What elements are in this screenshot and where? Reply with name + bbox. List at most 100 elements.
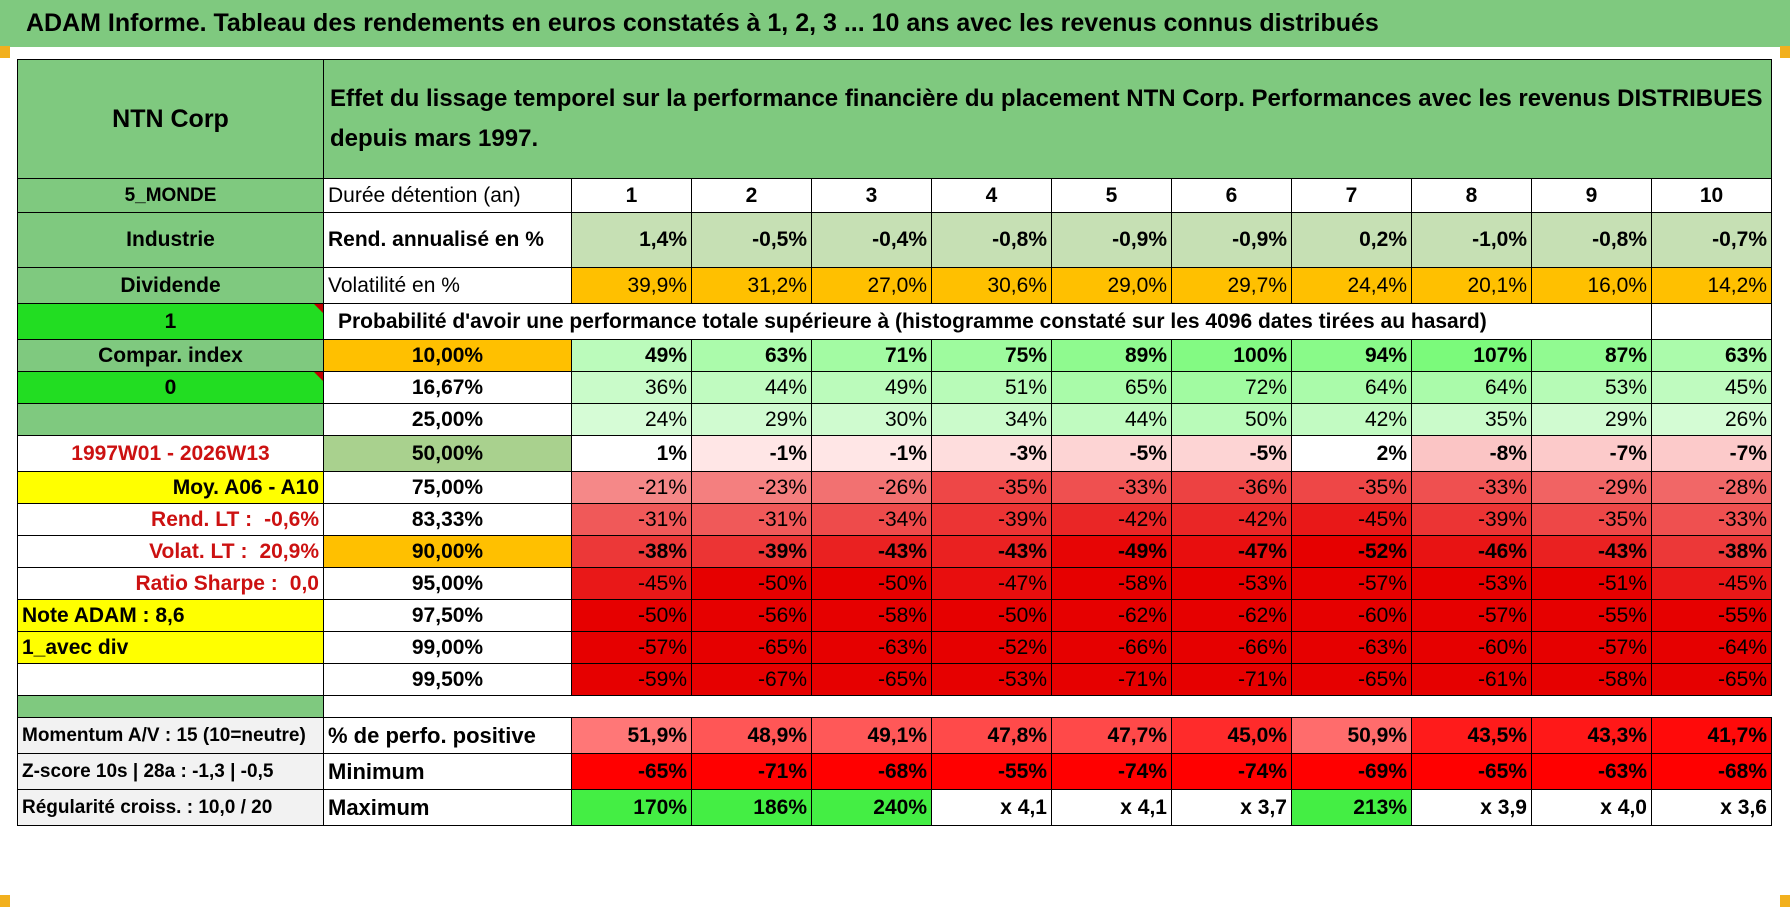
percentile-cell: 72% [1171, 371, 1292, 404]
percentile-cell: 1% [571, 435, 692, 472]
flag-one-cell[interactable]: 1 [17, 303, 324, 340]
percentile-label: 75,00% [323, 471, 572, 504]
percentile-cell: -31% [691, 503, 812, 536]
percentile-label: 16,67% [323, 371, 572, 404]
percentile-cell: -36% [1171, 471, 1292, 504]
sharpe-label-value: 0,0 [289, 571, 319, 595]
percentile-cell: -57% [571, 631, 692, 664]
percentile-cell: -47% [1171, 535, 1292, 568]
min-cell: -74% [1051, 753, 1172, 790]
percentile-cell: -71% [1171, 663, 1292, 696]
percentile-cell: 49% [571, 339, 692, 372]
percentile-cell: 36% [571, 371, 692, 404]
percentile-cell: -33% [1411, 471, 1532, 504]
percentile-cell: -50% [691, 567, 812, 600]
rend-cell: -0,8% [1531, 212, 1652, 268]
percentile-cell: 64% [1291, 371, 1412, 404]
volat-lt-label: Volat. LT : 20,9% [17, 535, 324, 568]
vol-cell: 14,2% [1651, 267, 1772, 304]
note-adam-label: Note ADAM : 8,6 [17, 599, 324, 632]
max-cell: 186% [691, 789, 812, 826]
percentile-cell: -42% [1051, 503, 1172, 536]
percentile-cell: -50% [571, 599, 692, 632]
pos-cell: 50,9% [1291, 717, 1412, 754]
percentile-label: 50,00% [323, 435, 572, 472]
vol-cell: 27,0% [811, 267, 932, 304]
mode-label: 1_avec div [17, 631, 324, 664]
percentile-cell: -55% [1531, 599, 1652, 632]
percentile-cell: -21% [571, 471, 692, 504]
percentile-cell: 44% [691, 371, 812, 404]
percentile-cell: -52% [931, 631, 1052, 664]
percentile-cell: -28% [1651, 471, 1772, 504]
max-cell: 240% [811, 789, 932, 826]
percentile-cell: -35% [1291, 471, 1412, 504]
percentile-cell: -50% [931, 599, 1052, 632]
percentile-cell: -7% [1651, 435, 1772, 472]
percentile-cell: 45% [1651, 371, 1772, 404]
rend-cell: -0,9% [1051, 212, 1172, 268]
pos-left-label: Momentum A/V : 15 (10=neutre) [17, 717, 324, 754]
percentile-cell: -1% [691, 435, 812, 472]
max-cell: x 4,0 [1531, 789, 1652, 826]
min-cell: -68% [1651, 753, 1772, 790]
percentile-cell: -50% [811, 567, 932, 600]
percentile-cell: 30% [811, 403, 932, 436]
rend-label: Rend. annualisé en % [323, 212, 572, 268]
percentile-cell: 35% [1411, 403, 1532, 436]
percentile-cell: -62% [1051, 599, 1172, 632]
percentile-cell: -1% [811, 435, 932, 472]
percentile-cell: 75% [931, 339, 1052, 372]
percentile-cell: -43% [811, 535, 932, 568]
performance-table: NTN Corp Effet du lissage temporel sur l… [17, 59, 1772, 826]
percentile-cell: 24% [571, 403, 692, 436]
percentile-cell: -57% [1291, 567, 1412, 600]
empty-green-cell [17, 403, 324, 436]
percentile-cell: 65% [1051, 371, 1172, 404]
percentile-cell: -43% [931, 535, 1052, 568]
percentile-label: 90,00% [323, 535, 572, 568]
spacer-cell [17, 695, 324, 718]
year-header: 6 [1171, 178, 1292, 213]
year-header: 3 [811, 178, 932, 213]
percentile-cell: -7% [1531, 435, 1652, 472]
percentile-cell: 44% [1051, 403, 1172, 436]
rend-cell: -0,4% [811, 212, 932, 268]
flag-zero-cell[interactable]: 0 [17, 371, 324, 404]
spacer-cell [323, 695, 1772, 718]
percentile-cell: 29% [1531, 403, 1652, 436]
corner-marker [0, 46, 10, 58]
rend-cell: -0,7% [1651, 212, 1772, 268]
empty-cell [1651, 303, 1772, 340]
percentile-cell: -23% [691, 471, 812, 504]
min-cell: -65% [1411, 753, 1532, 790]
percentile-cell: -51% [1531, 567, 1652, 600]
min-cell: -68% [811, 753, 932, 790]
pos-cell: 51,9% [571, 717, 692, 754]
percentile-cell: -61% [1411, 663, 1532, 696]
min-cell: -63% [1531, 753, 1652, 790]
percentile-cell: 34% [931, 403, 1052, 436]
rend-lt-label-value: -0,6% [264, 507, 319, 531]
percentile-cell: -33% [1051, 471, 1172, 504]
percentile-cell: -35% [1531, 503, 1652, 536]
income-label: Dividende [17, 267, 324, 304]
percentile-cell: -45% [1291, 503, 1412, 536]
max-cell: x 3,7 [1171, 789, 1292, 826]
max-left-label: Régularité croiss. : 10,0 / 20 [17, 789, 324, 826]
percentile-cell: -26% [811, 471, 932, 504]
pos-row-label: % de perfo. positive [323, 717, 572, 754]
percentile-cell: -65% [1651, 663, 1772, 696]
percentile-cell: 53% [1531, 371, 1652, 404]
pos-cell: 43,5% [1411, 717, 1532, 754]
min-cell: -65% [571, 753, 692, 790]
min-cell: -74% [1171, 753, 1292, 790]
rend-cell: 0,2% [1291, 212, 1412, 268]
percentile-cell: -60% [1291, 599, 1412, 632]
percentile-cell: -5% [1051, 435, 1172, 472]
min-cell: -55% [931, 753, 1052, 790]
max-row-label: Maximum [323, 789, 572, 826]
percentile-cell: 26% [1651, 403, 1772, 436]
pos-cell: 45,0% [1171, 717, 1292, 754]
